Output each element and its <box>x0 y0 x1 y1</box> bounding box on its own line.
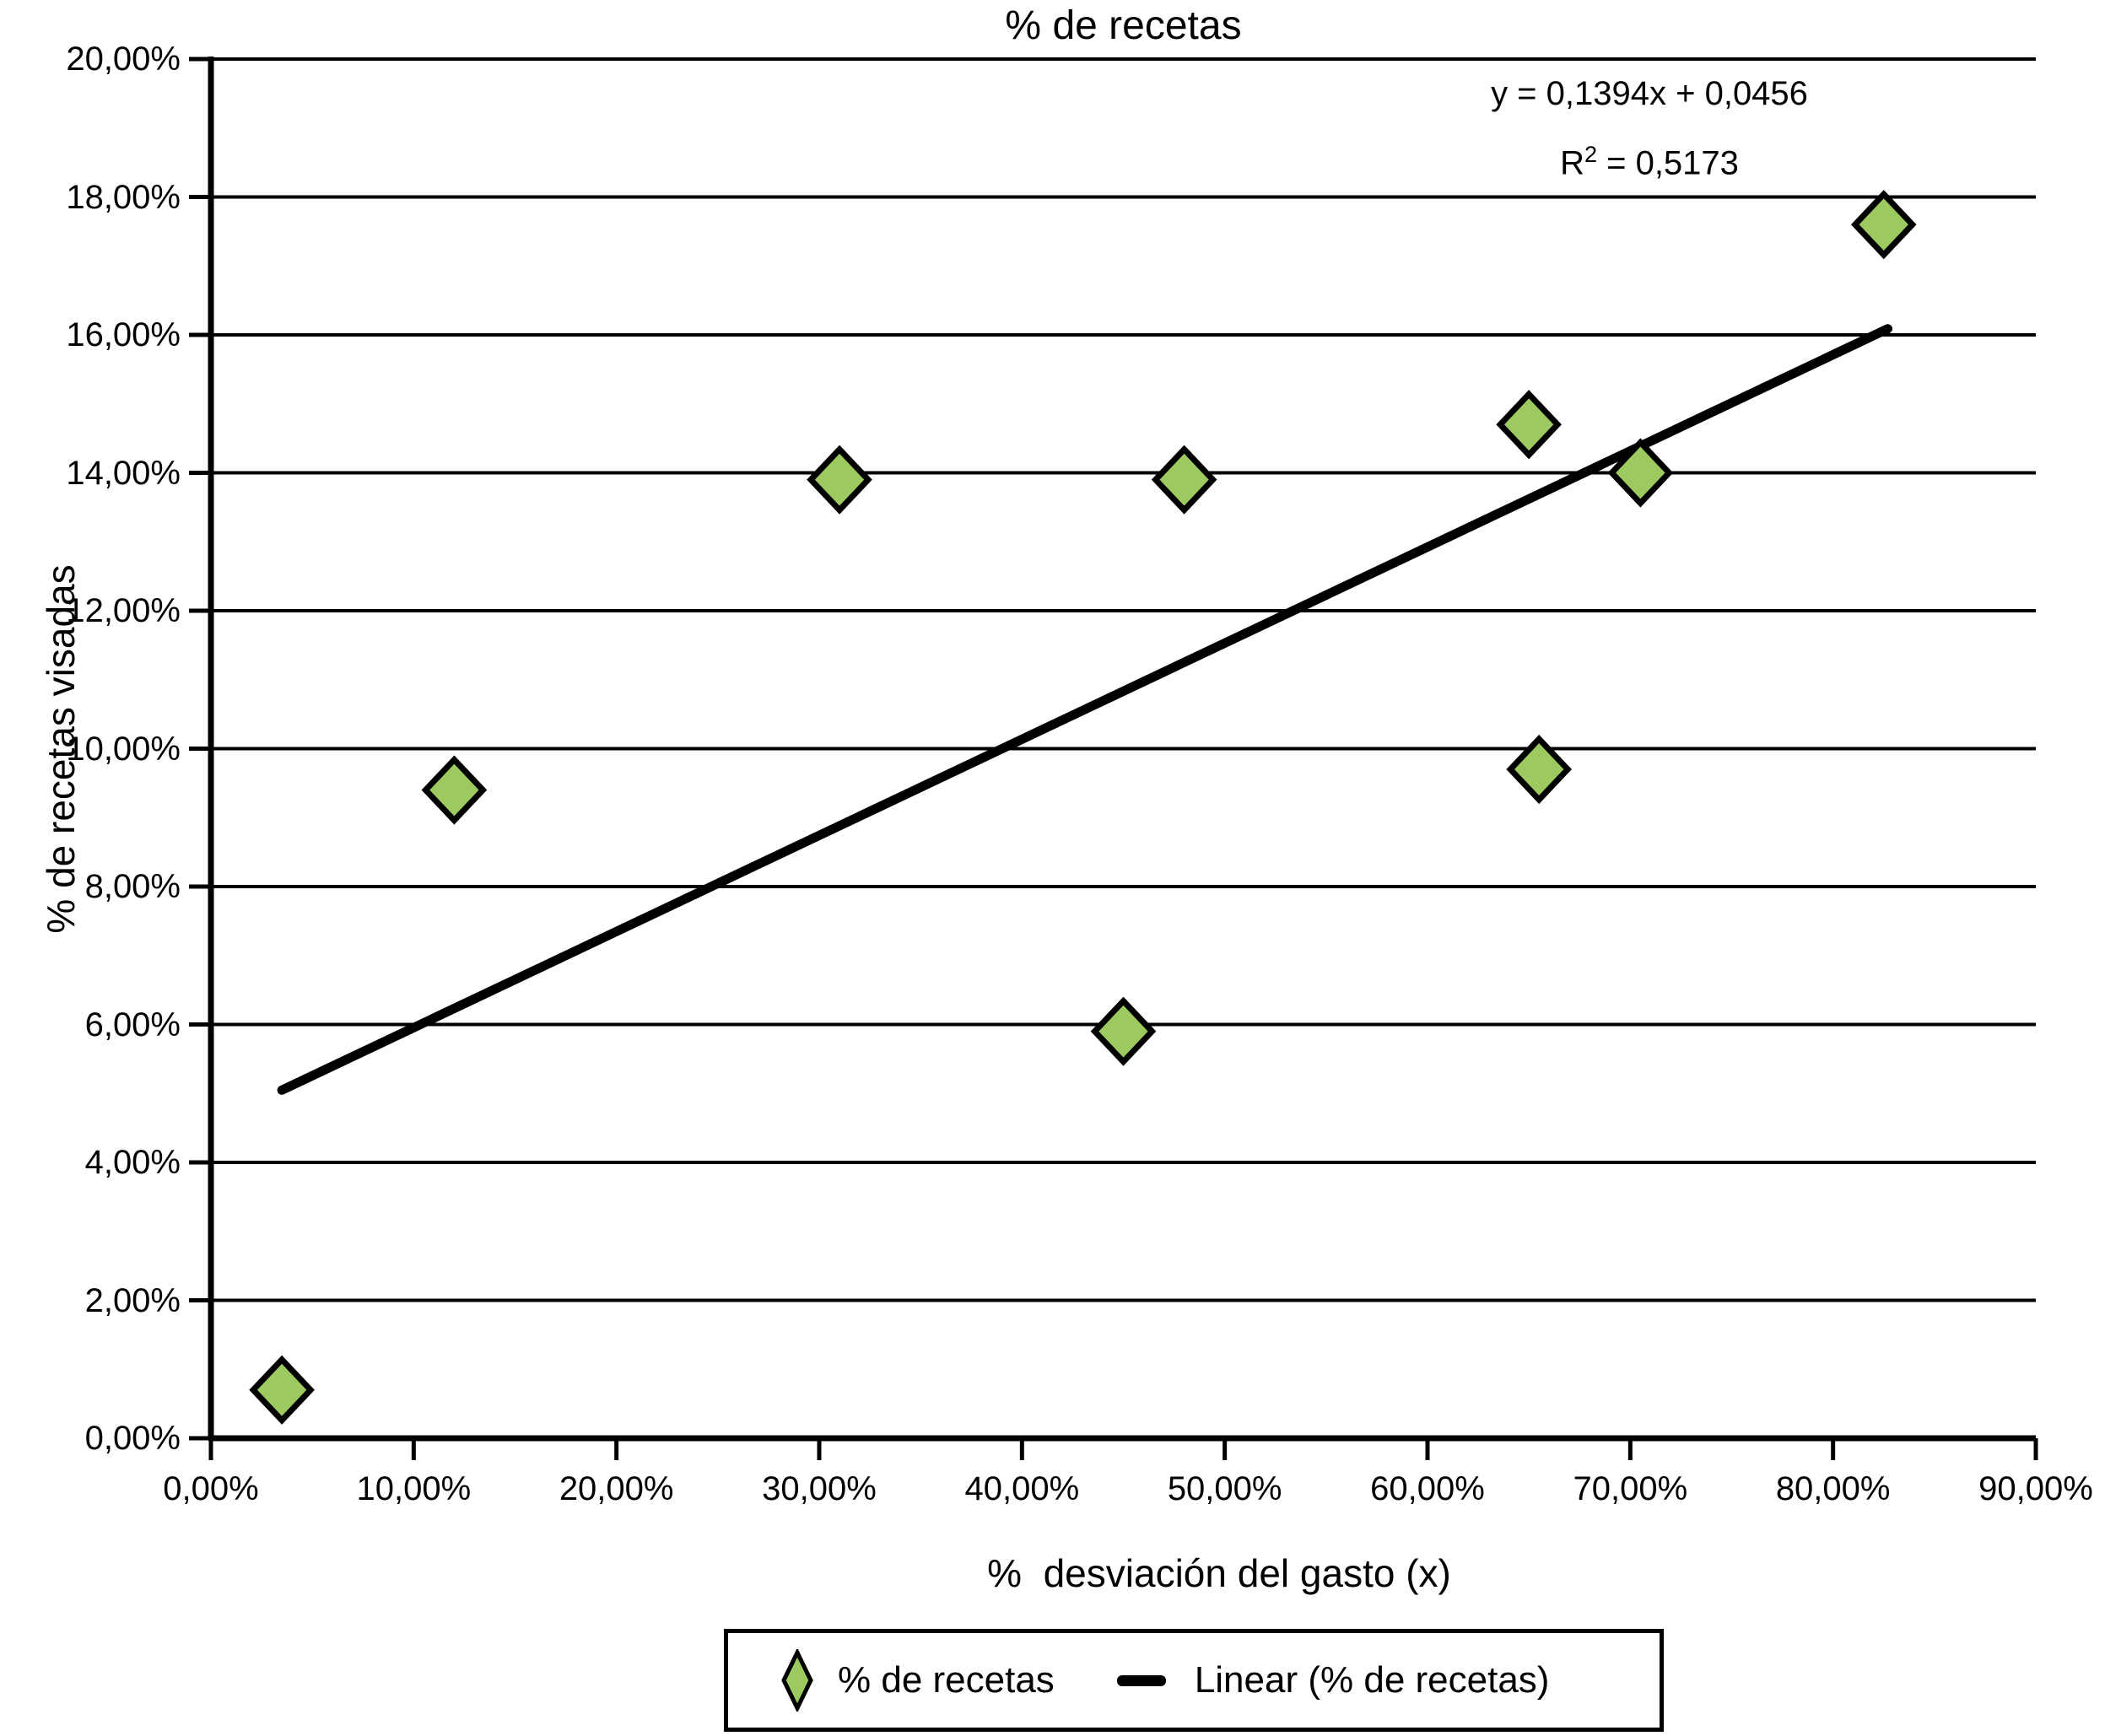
legend-line-marker-icon <box>1116 1674 1166 1686</box>
y-tick-label: 20,00% <box>66 40 181 78</box>
legend-label-series: % de recetas <box>838 1659 1055 1701</box>
data-point-diamond <box>421 755 488 825</box>
y-tick-label: 10,00% <box>66 730 181 768</box>
x-tick-label: 30,00% <box>762 1470 877 1507</box>
r-squared-rest: = 0,5173 <box>1596 144 1739 182</box>
chart-title: % de recetas <box>1005 3 1242 48</box>
data-point-diamond <box>1506 734 1572 805</box>
x-tick-label: 50,00% <box>1167 1470 1282 1507</box>
data-point-diamond <box>1607 438 1674 508</box>
data-point-diamond <box>1090 996 1157 1066</box>
x-tick-label: 80,00% <box>1775 1470 1891 1507</box>
data-point-diamond <box>807 445 872 515</box>
y-tick-label: 6,00% <box>84 1005 181 1043</box>
x-axis-title: % desviación del gasto (x) <box>987 1551 1451 1595</box>
y-tick-label: 18,00% <box>66 178 181 216</box>
data-point-diamond <box>1496 390 1562 460</box>
y-tick-label: 14,00% <box>66 454 181 492</box>
data-point-diamond <box>1151 445 1217 515</box>
x-tick-label: 20,00% <box>559 1470 674 1507</box>
y-tick-label: 16,00% <box>66 316 181 353</box>
y-tick-label: 4,00% <box>84 1144 181 1181</box>
y-tick-label: 0,00% <box>84 1420 181 1457</box>
trend-line <box>277 324 1893 1095</box>
data-point-diamond <box>1850 190 1917 260</box>
x-tick-label: 10,00% <box>356 1470 472 1507</box>
r-squared-sup: 2 <box>1584 142 1597 167</box>
y-tick-label: 2,00% <box>84 1281 181 1319</box>
trendline-equation: y = 0,1394x + 0,0456 <box>1491 75 1808 112</box>
data-point-diamond <box>249 1355 315 1425</box>
r-squared-base: R <box>1560 144 1584 182</box>
y-tick-label: 12,00% <box>66 592 181 629</box>
legend-label-trendline: Linear (% de recetas) <box>1194 1659 1550 1701</box>
legend-diamond-marker-icon <box>780 1649 814 1712</box>
r-squared-value: R2 = 0,5173 <box>1346 135 1953 182</box>
y-tick-label: 8,00% <box>84 868 181 905</box>
trendline-annotation: y = 0,1394x + 0,0456 R2 = 0,5173 <box>1346 74 1953 182</box>
x-tick-label: 40,00% <box>964 1470 1080 1507</box>
x-tick-label: 90,00% <box>1978 1470 2093 1507</box>
x-tick-label: 0,00% <box>163 1470 259 1507</box>
legend: % de recetas Linear (% de recetas) <box>724 1629 1664 1732</box>
x-tick-label: 70,00% <box>1573 1470 1688 1507</box>
x-tick-label: 60,00% <box>1370 1470 1485 1507</box>
